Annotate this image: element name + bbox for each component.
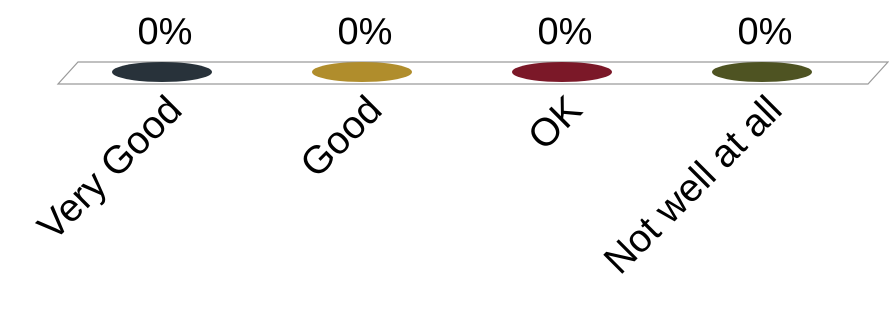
data-labels: 0% 0% 0% 0% [138,11,793,53]
chart-floor [56,61,889,85]
bar-2 [512,62,612,82]
category-label-2: OK [520,88,590,158]
chart-marks [112,62,812,82]
category-label-0: Very Good [30,88,191,249]
bar-0 [112,62,212,82]
data-label-2: 0% [538,11,593,53]
category-label-1: Good [292,88,390,186]
data-label-0: 0% [138,11,193,53]
bar-3 [712,62,812,82]
category-label-3: Not well at all [596,88,790,282]
category-labels: Very Good Good OK Not well at all [30,88,791,282]
data-label-1: 0% [338,11,393,53]
bar-1 [312,62,412,82]
data-label-3: 0% [738,11,793,53]
